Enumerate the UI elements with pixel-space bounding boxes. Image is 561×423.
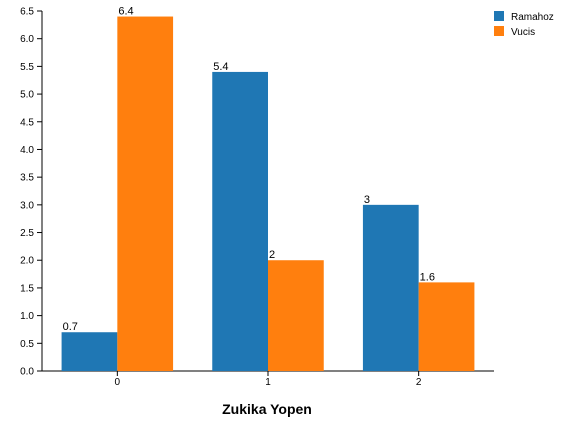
y-tick-label: 1.0 [20,311,34,322]
y-tick-label: 0.5 [20,339,34,350]
bar-ramahoz [62,332,118,371]
data-label: 6.4 [118,6,133,18]
data-label: 3 [364,194,370,206]
legend-swatch [494,26,504,36]
data-label: 0.7 [63,321,78,333]
legend-label: Vucis [511,27,535,38]
bar-ramahoz [363,205,419,371]
y-tick-label: 3.5 [20,173,34,184]
y-tick-label: 4.0 [20,145,34,156]
y-tick-label: 2.5 [20,228,34,239]
y-tick-label: 6.5 [20,7,34,18]
x-tick-label: 1 [265,377,271,388]
bar-vucis [268,260,324,371]
y-axis: 0.0 0.5 1.0 1.5 2.0 2.5 3.0 3.5 4.0 4.5 5.0 5.5 6.0 6… [20,7,42,378]
x-tick-label: 0 [115,377,121,388]
data-label: 2 [269,249,275,261]
data-label: 5.4 [213,61,228,73]
y-tick-label: 2.0 [20,256,34,267]
legend-label: Ramahoz [511,12,554,23]
y-tick-label: 1.5 [20,283,34,294]
y-tick-label: 6.0 [20,34,34,45]
y-tick-label: 3.0 [20,200,34,211]
x-axis-title: Zukika Yopen [222,401,312,417]
bars [62,17,475,371]
legend-swatch [494,11,504,21]
y-tick-label: 4.5 [20,117,34,128]
y-tick-label: 0.0 [20,367,34,378]
bar-ramahoz [212,72,268,371]
x-axis: 0 1 2 [42,371,494,388]
data-label: 1.6 [420,271,435,283]
bar-vucis [117,17,173,371]
bar-vucis [419,282,475,371]
y-tick-label: 5.5 [20,62,34,73]
x-tick-label: 2 [416,377,422,388]
legend: Ramahoz Vucis [494,11,554,38]
y-tick-label: 5.0 [20,90,34,101]
